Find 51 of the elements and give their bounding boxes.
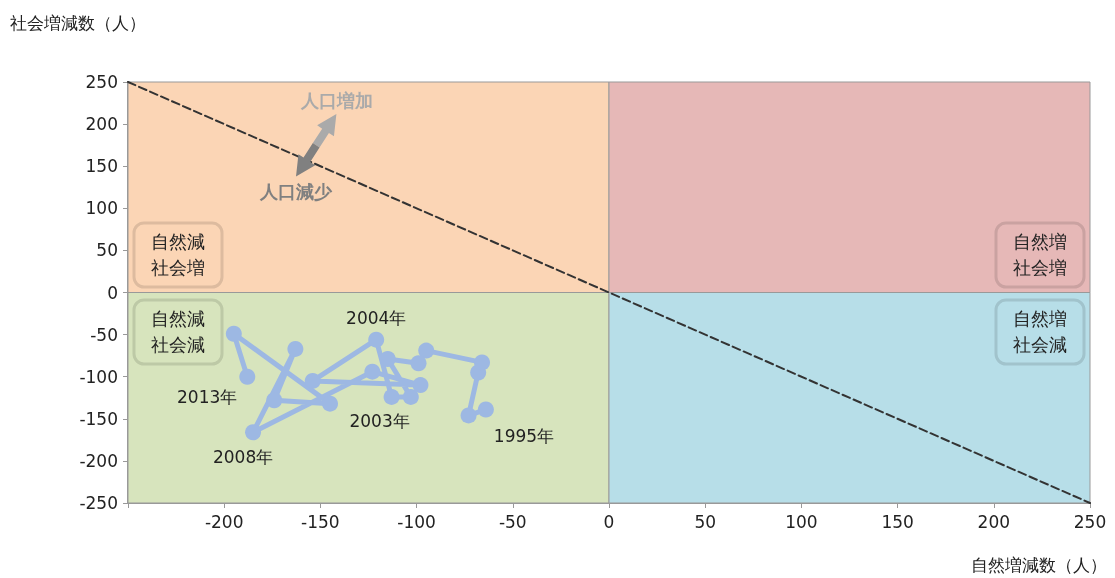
annotation: 人口増加 xyxy=(299,90,373,112)
y-tick-label: 150 xyxy=(85,156,118,177)
point xyxy=(239,368,256,385)
point xyxy=(474,354,491,371)
point xyxy=(304,372,321,389)
annotation: 2004年 xyxy=(346,308,407,329)
x-tick-label: -150 xyxy=(301,511,340,532)
point xyxy=(402,388,419,405)
x-axis-title: 自然増減数（人） xyxy=(971,554,1107,575)
y-tick-label: -200 xyxy=(79,450,118,471)
point xyxy=(245,424,262,441)
x-tick-label: -50 xyxy=(498,511,527,532)
y-axis-title: 社会増減数（人） xyxy=(10,12,146,33)
x-tick-label: 100 xyxy=(785,511,818,532)
band-label: 自然増社会減 xyxy=(1013,308,1067,355)
point xyxy=(225,325,242,342)
y-tick-label: 0 xyxy=(107,282,118,303)
y-tick-label: -100 xyxy=(79,366,118,387)
point xyxy=(287,340,304,357)
band-label: 自然減社会増 xyxy=(151,231,205,278)
annotation: 2013年 xyxy=(177,387,238,408)
x-tick-label: 0 xyxy=(603,511,615,532)
point xyxy=(460,407,477,424)
annotation: 1995年 xyxy=(493,426,555,447)
x-tick-label: 150 xyxy=(881,511,914,532)
x-tick-label: -200 xyxy=(204,511,244,532)
y-tick-label: -150 xyxy=(79,408,118,429)
point xyxy=(477,401,494,418)
y-tick-label: -250 xyxy=(79,493,118,513)
y-tick-label: -50 xyxy=(90,324,118,345)
band-label: 自然減社会減 xyxy=(151,308,205,355)
x-tick-label: -100 xyxy=(397,511,436,532)
x-tick-label: 200 xyxy=(977,511,1011,532)
x-tick-label: 250 xyxy=(1073,511,1107,532)
point xyxy=(410,355,427,372)
y-tick-label: 100 xyxy=(85,198,118,219)
point xyxy=(322,395,339,412)
y-tick-label: 50 xyxy=(96,240,118,261)
y-tick-label: 200 xyxy=(85,114,118,135)
band-label: 自然増社会増 xyxy=(1013,231,1067,278)
point xyxy=(412,377,429,394)
point xyxy=(368,331,385,348)
annotation: 2008年 xyxy=(212,446,274,467)
point xyxy=(364,363,381,380)
point xyxy=(418,342,435,359)
annotation: 2003年 xyxy=(349,411,410,432)
point xyxy=(266,392,283,409)
y-tick-label: 250 xyxy=(85,72,118,92)
x-tick-label: 50 xyxy=(694,511,717,532)
annotation: 人口減少 xyxy=(259,180,334,202)
point xyxy=(383,388,400,405)
